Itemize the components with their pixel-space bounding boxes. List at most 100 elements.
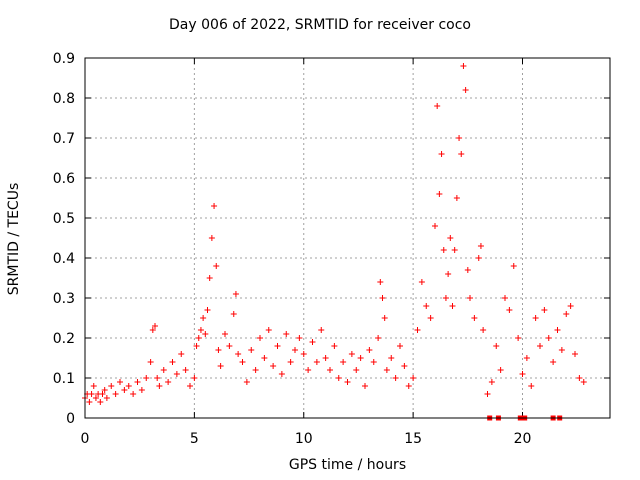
data-point [432,223,438,229]
data-point [370,359,377,365]
data-point [187,383,193,389]
data-point [445,271,452,277]
y-tick-label: 0.5 [53,211,75,227]
data-point [449,303,456,309]
data-point [353,367,360,373]
data-point [149,327,156,333]
data-point [211,203,218,209]
y-tick-label: 0.2 [53,331,75,347]
data-point [265,327,272,333]
data-point [510,263,517,269]
data-point [580,379,587,385]
data-point [130,391,137,397]
data-point [464,267,471,273]
data-point [202,331,209,337]
y-tick-label: 0.1 [53,371,75,387]
data-point [108,383,115,389]
x-tick-label: 10 [295,431,313,447]
data-point [138,387,145,393]
data-point [97,399,104,405]
y-axis-label: SRMTID / TECUs [6,182,22,296]
data-point [261,355,268,361]
data-point [331,343,338,349]
data-point [550,359,557,365]
data-point [230,311,237,317]
data-point [156,383,163,389]
data-point [287,359,294,365]
data-point [173,371,180,377]
data-point [567,303,574,309]
data-point [344,379,351,385]
data-point [92,395,99,401]
data-point [493,343,500,349]
data-point [296,335,303,341]
data-point [195,335,202,341]
plot-border [84,57,611,419]
data-point [558,347,565,353]
data-point [121,387,128,393]
data-point [541,307,548,313]
data-point [147,359,154,365]
data-point [523,355,530,361]
data-point [322,355,329,361]
data-point [502,295,508,301]
data-point [405,383,412,389]
data-point [86,399,93,405]
data-point [379,295,386,301]
data-point [152,323,158,329]
data-point [101,387,108,393]
data-point [447,235,454,241]
data-point [467,295,473,301]
data-point [270,363,277,369]
data-point [169,359,176,365]
y-tick-label: 0.7 [53,131,75,147]
data-point [222,331,228,337]
data-point [388,355,395,361]
data-point [125,383,132,389]
data-point [278,371,285,377]
data-point [392,375,399,381]
data-point [200,315,207,321]
data-point [191,375,198,381]
data-point [213,263,220,269]
x-tick-label: 15 [404,431,422,447]
data-point [226,343,233,349]
data-point [103,395,110,401]
data-point [532,315,539,321]
data-point [537,343,543,349]
data-point [381,315,388,321]
data-point [208,235,215,241]
data-point [462,87,469,93]
data-point [143,375,150,381]
data-point [366,347,373,353]
chart-title: Day 006 of 2022, SRMTID for receiver coc… [169,17,471,33]
data-point [165,379,172,385]
data-point [484,391,491,397]
y-tick-label: 0.3 [53,291,75,307]
y-tick-label: 0.6 [53,171,75,187]
data-point [327,367,333,373]
data-point [283,331,290,337]
data-points [82,63,587,421]
data-point [243,379,250,385]
data-point [488,379,495,385]
x-axis-label: GPS time / hours [288,457,407,473]
data-point [112,391,119,397]
data-point [423,303,430,309]
data-point [182,367,189,373]
data-point [99,391,106,397]
data-point [471,315,478,321]
data-point [442,295,449,301]
data-point [475,255,482,261]
data-point [438,151,445,157]
data-point [456,135,463,141]
data-point [519,371,526,377]
data-point [375,335,382,341]
data-point [451,247,458,253]
data-point [313,359,320,365]
data-point [458,151,465,157]
data-point [506,307,513,313]
data-point [401,363,408,369]
data-point [515,335,522,341]
y-tick-label: 0.8 [53,91,75,107]
